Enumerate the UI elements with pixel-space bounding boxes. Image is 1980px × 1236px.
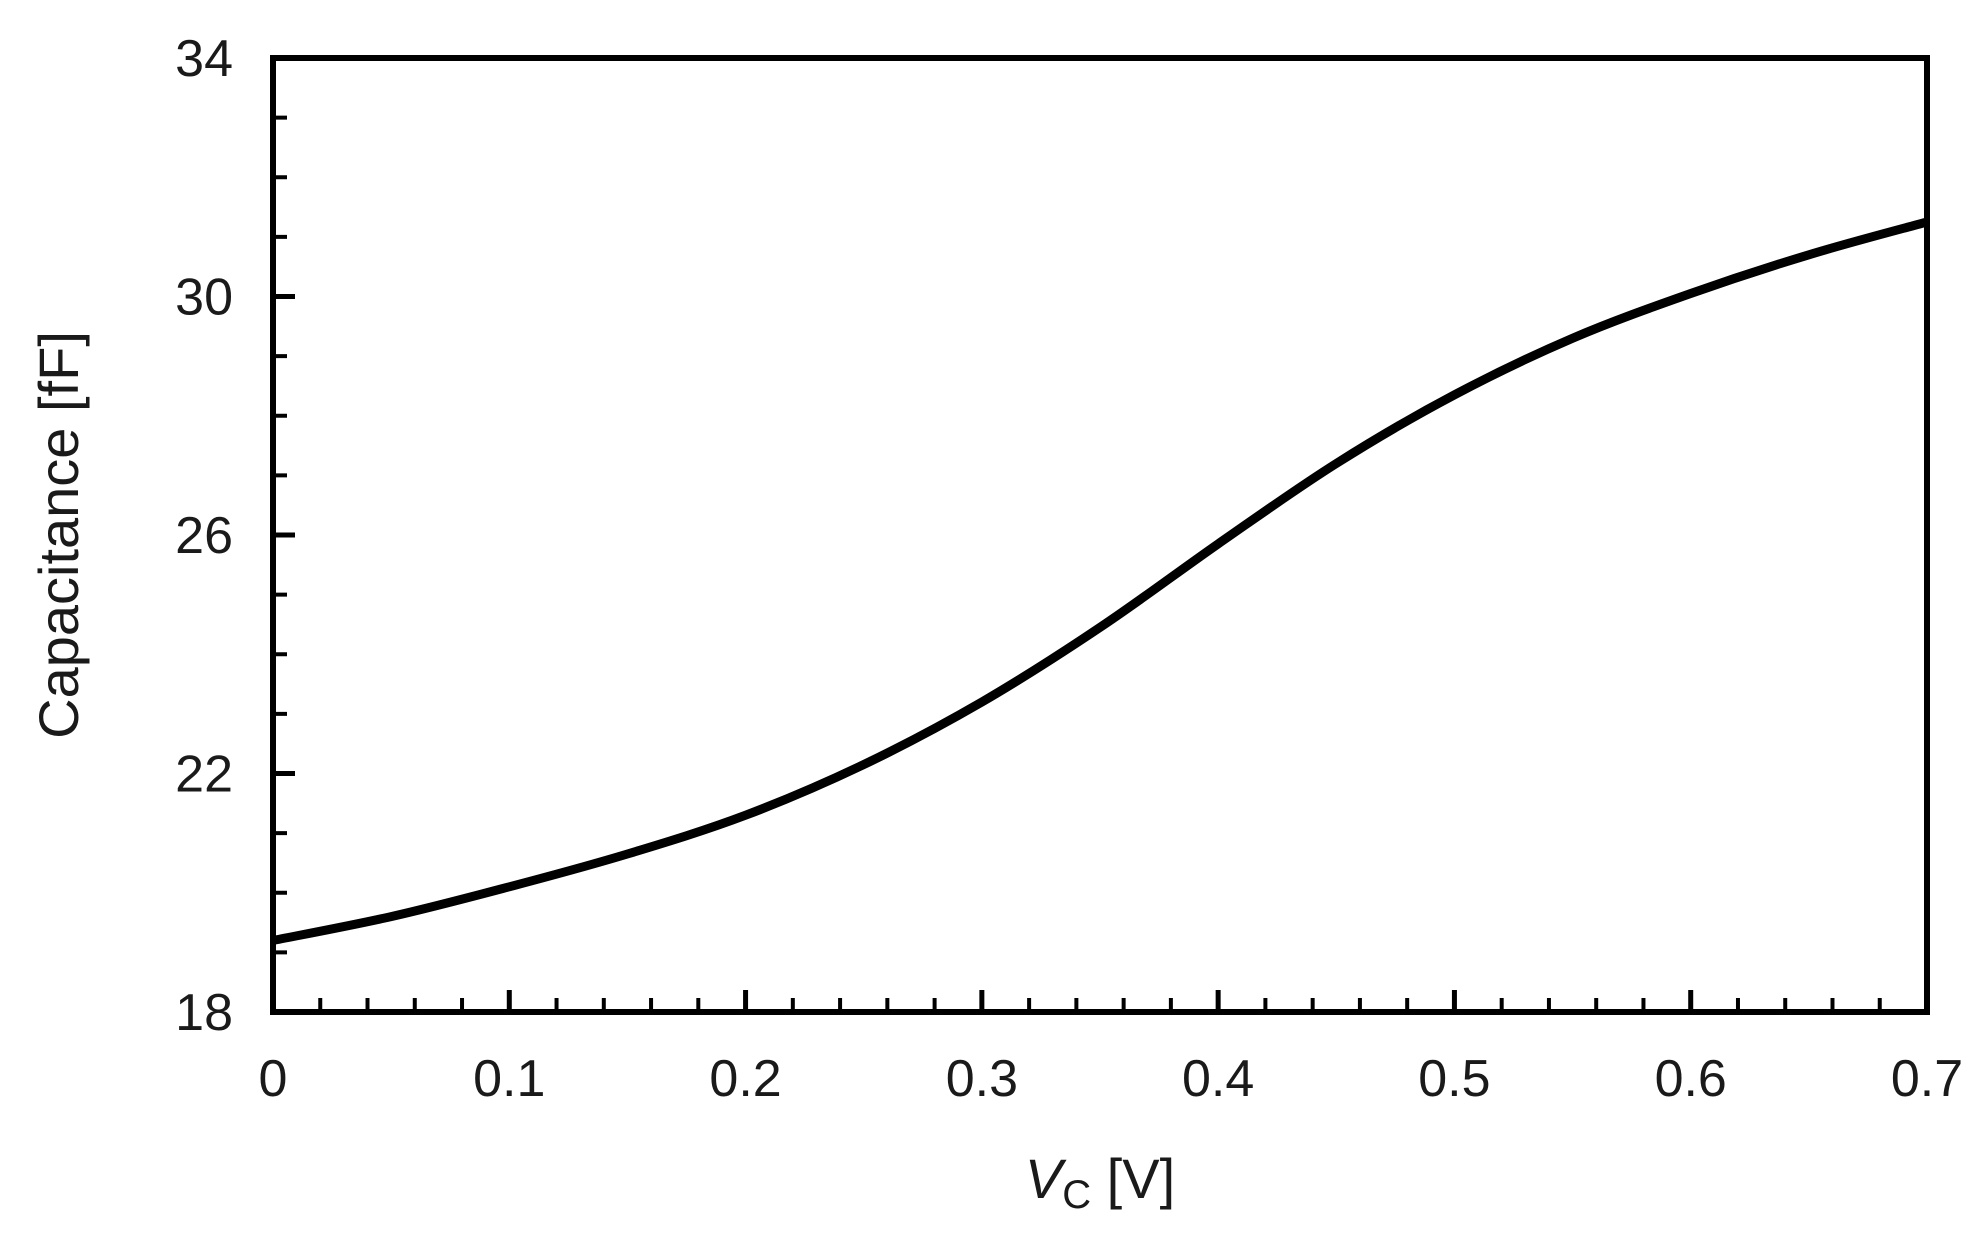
y-tick-label: 22	[175, 746, 233, 804]
y-tick-labels: 18 22 26 30 34	[175, 30, 233, 1042]
x-tick-label: 0	[259, 1050, 288, 1108]
x-axis-label-subscript: C	[1062, 1173, 1091, 1217]
y-tick-label: 26	[175, 507, 233, 565]
x-tick-label: 0.2	[709, 1050, 781, 1108]
x-tick-label: 0.7	[1891, 1050, 1963, 1108]
x-axis-label-unit: [V]	[1091, 1147, 1175, 1210]
y-tick-label: 18	[175, 984, 233, 1042]
x-axis-label-symbol: V	[1025, 1147, 1067, 1210]
x-tick-label: 0.5	[1418, 1050, 1490, 1108]
x-tick-label: 0.4	[1182, 1050, 1254, 1108]
x-tick-label: 0.1	[473, 1050, 545, 1108]
minor-ticks	[273, 115, 1882, 1012]
plot-frame	[270, 55, 1930, 1015]
series-group	[272, 217, 1929, 945]
y-axis-label: Capacitance [fF]	[27, 331, 90, 739]
x-tick-label: 0.3	[946, 1050, 1018, 1108]
y-tick-label: 34	[175, 30, 233, 88]
major-ticks	[270, 55, 1930, 1015]
x-tick-label: 0.6	[1655, 1050, 1727, 1108]
capacitance-curve	[272, 217, 1929, 945]
y-tick-label: 30	[175, 269, 233, 327]
x-tick-labels: 0 0.1 0.2 0.3 0.4 0.5 0.6 0.7	[259, 1050, 1964, 1108]
x-axis-label: VC [V]	[1025, 1147, 1175, 1217]
